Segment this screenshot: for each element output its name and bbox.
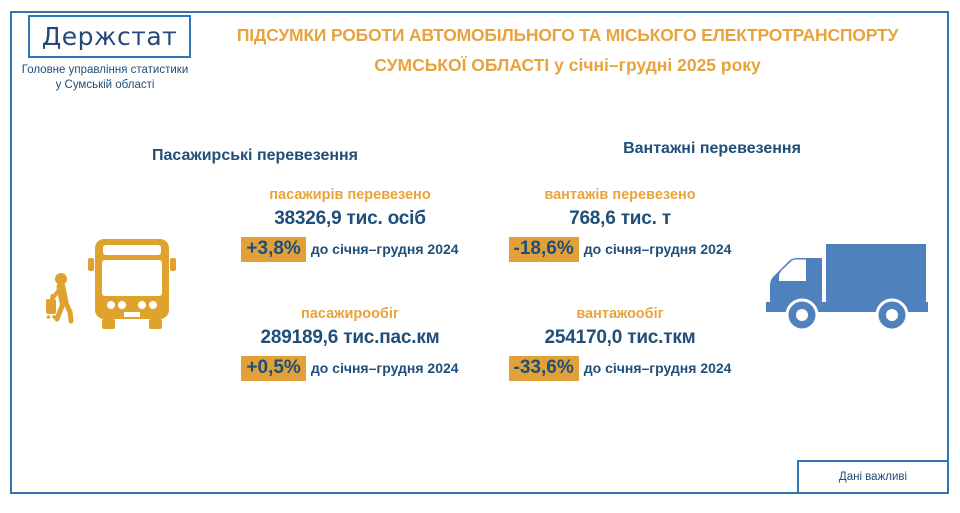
compare-period: до січня–грудня 2024 [310, 241, 459, 257]
passenger-section-heading: Пасажирські перевезення [151, 147, 359, 164]
stat-value: 254170,0 тис.ткм [544, 327, 696, 348]
change-badge: +3,8% [241, 237, 306, 262]
data-matters-badge: Дані важливі [797, 460, 949, 494]
change-badge: +0,5% [241, 356, 306, 381]
bus-passenger-icon [46, 239, 176, 329]
freight-turnover-stat: вантажообіг 254170,0 тис.ткм -33,6% до сі… [500, 306, 740, 381]
stat-value: 289189,6 тис.пас.км [260, 327, 440, 348]
title-line2: СУМСЬКОЇ ОБЛАСТІ у січні–грудні 2025 рок… [374, 55, 761, 75]
freight-section-heading: Вантажні перевезення [623, 140, 801, 157]
truck-icon [766, 244, 928, 332]
derzhstat-logo: Держстат [41, 22, 178, 51]
org-name: Головне управління статистики у Сумській… [15, 63, 195, 93]
org-line1: Головне управління статистики [21, 64, 189, 76]
org-line2: у Сумській області [55, 78, 155, 91]
stat-label: вантажів перевезено [544, 187, 696, 203]
compare-period: до січня–грудня 2024 [583, 360, 732, 376]
stat-change-line: -18,6% до січня–грудня 2024 [500, 237, 740, 262]
stat-label: пасажирообіг [301, 306, 399, 322]
page-title: ПІДСУМКИ РОБОТИ АВТОМОБІЛЬНОГО ТА МІСЬКО… [195, 25, 940, 76]
stat-change-line: -33,6% до січня–грудня 2024 [500, 356, 740, 381]
compare-period: до січня–грудня 2024 [583, 241, 732, 257]
change-badge: -33,6% [508, 356, 579, 381]
change-badge: -18,6% [508, 237, 579, 262]
stat-change-line: +0,5% до січня–грудня 2024 [230, 356, 470, 381]
stat-label: вантажообіг [576, 306, 664, 322]
passenger-carried-stat: пасажирів перевезено 38326,9 тис. осіб +… [230, 187, 470, 262]
compare-period: до січня–грудня 2024 [310, 360, 459, 376]
title-line1: ПІДСУМКИ РОБОТИ АВТОМОБІЛЬНОГО ТА МІСЬКО… [236, 25, 899, 45]
stat-label: пасажирів перевезено [269, 187, 431, 203]
freight-carried-stat: вантажів перевезено 768,6 тис. т -18,6% д… [500, 187, 740, 262]
stat-value: 768,6 тис. т [569, 208, 671, 229]
derzhstat-logo-box: Держстат [28, 15, 191, 58]
stat-value: 38326,9 тис. осіб [274, 208, 426, 229]
passenger-turnover-stat: пасажирообіг 289189,6 тис.пас.км +0,5% до… [230, 306, 470, 381]
stat-change-line: +3,8% до січня–грудня 2024 [230, 237, 470, 262]
